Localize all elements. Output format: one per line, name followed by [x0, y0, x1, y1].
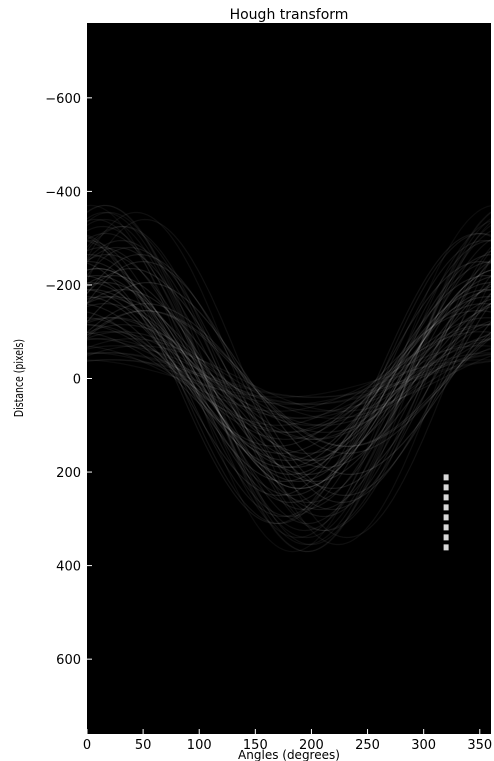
hough-curve — [87, 211, 491, 546]
hough-curve — [87, 253, 491, 504]
hough-curve — [87, 338, 491, 419]
hough-curve — [87, 204, 491, 553]
hough-curve — [87, 267, 491, 490]
hough-curve — [87, 359, 491, 398]
hough-curve — [87, 225, 491, 532]
y-tick-label: 200 — [56, 466, 81, 481]
hough-curve — [87, 261, 491, 496]
x-tick-label: 200 — [299, 738, 324, 753]
hough-curve — [87, 211, 491, 546]
x-tick-label: 0 — [83, 738, 91, 753]
hough-curve — [87, 317, 491, 440]
hough-curve — [87, 310, 491, 447]
hough-curve — [87, 246, 491, 511]
x-tick-label: 100 — [187, 738, 212, 753]
hough-curve — [87, 254, 491, 503]
hough-curve — [87, 218, 491, 539]
hough-curve — [87, 352, 491, 405]
hough-curve — [87, 345, 491, 412]
hough-curve — [87, 254, 491, 503]
y-tick-label: −600 — [45, 92, 81, 107]
hough-curve — [87, 359, 491, 398]
hough-curve — [87, 324, 491, 433]
hough-curve — [87, 267, 491, 490]
hough-curve — [87, 288, 491, 469]
y-axis: −600 −400 −200 0 200 400 600 — [45, 92, 92, 668]
hough-curve — [87, 338, 491, 419]
hough-curve — [87, 274, 491, 483]
hough-curve — [87, 232, 491, 525]
hough-curves — [87, 204, 491, 553]
y-axis-label: Distance (pixels) — [12, 339, 26, 417]
x-axis-label: Angles (degrees) — [238, 748, 340, 761]
hough-curve — [87, 239, 491, 518]
hough-curve — [87, 303, 491, 454]
hough-curve — [87, 267, 491, 490]
hough-curve — [87, 303, 491, 454]
hough-curve — [87, 317, 491, 440]
hough-curve — [87, 274, 491, 483]
hough-curve — [87, 324, 491, 433]
hough-curve — [87, 303, 491, 454]
hough-curve — [87, 204, 491, 553]
hough-curve — [87, 239, 491, 518]
hough-curve — [87, 317, 491, 440]
hough-curve — [87, 275, 491, 482]
hough-curve — [87, 246, 491, 511]
hough-curve — [87, 211, 491, 546]
hough-curve — [87, 338, 491, 419]
x-tick-label: 50 — [135, 738, 152, 753]
chart-title: Hough transform — [230, 7, 349, 23]
hough-curve — [87, 331, 491, 426]
x-axis: 0 50 100 150 200 250 300 350 — [83, 729, 492, 753]
y-tick-label: 400 — [56, 560, 81, 575]
hough-curve — [87, 359, 491, 398]
y-tick-label: 600 — [56, 653, 81, 668]
hough-curve — [87, 218, 491, 539]
hough-curve — [87, 282, 491, 476]
hough-curve — [87, 225, 491, 532]
hough-curve — [87, 204, 491, 553]
x-tick-label: 250 — [355, 738, 380, 753]
plot-area — [87, 23, 491, 734]
hough-curve — [87, 232, 491, 525]
hough-curve — [87, 352, 491, 405]
hough-curve — [87, 281, 491, 476]
hough-curve — [87, 310, 491, 447]
y-tick-label: −200 — [45, 279, 81, 294]
x-tick-label: 150 — [243, 738, 268, 753]
y-tick-label: 0 — [73, 373, 81, 388]
hough-curve — [87, 260, 491, 497]
hough-curve — [87, 218, 491, 539]
hough-curve — [87, 345, 491, 412]
hough-curve — [87, 324, 491, 433]
hough-curve — [87, 281, 491, 476]
hough-curve — [87, 310, 491, 447]
hough-curve — [87, 331, 491, 426]
x-tick-label: 300 — [411, 738, 436, 753]
hough-curve — [87, 295, 491, 462]
hough-curve — [87, 331, 491, 426]
hough-curve — [87, 296, 491, 461]
hough-curve — [87, 352, 491, 405]
y-tick-label: −400 — [45, 185, 81, 200]
hough-curve — [87, 295, 491, 462]
x-tick-label: 350 — [467, 738, 492, 753]
hough-curve — [87, 225, 491, 532]
hough-curve — [87, 239, 491, 518]
hough-curve — [87, 288, 491, 469]
hough-curve — [87, 232, 491, 525]
hough-curve — [87, 345, 491, 412]
hough-curve — [87, 261, 491, 496]
hough-curve — [87, 247, 491, 510]
hough-curve — [87, 288, 491, 469]
